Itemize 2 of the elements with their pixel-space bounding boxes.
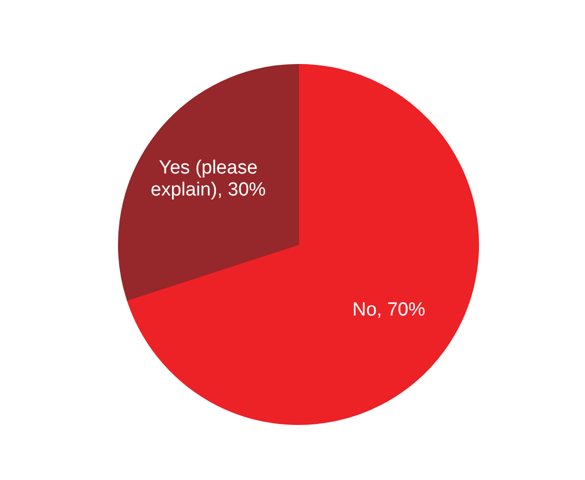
slice-label: No, 70% bbox=[352, 300, 426, 321]
slice-label: Yes (please explain), 30% bbox=[150, 157, 266, 200]
